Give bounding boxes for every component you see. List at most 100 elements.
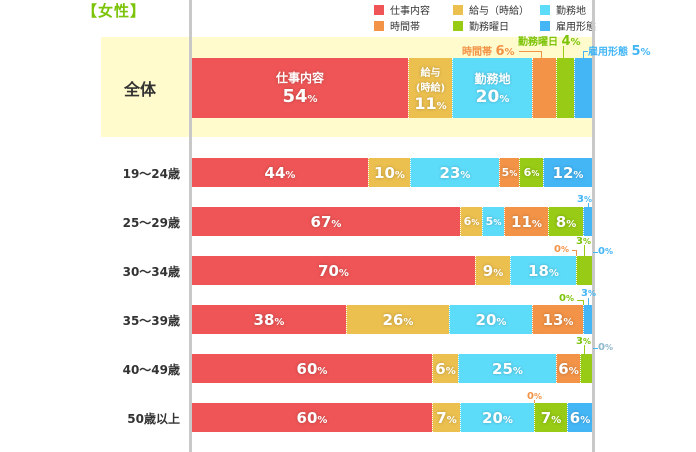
segment-employment: 6%: [567, 403, 592, 432]
legend-swatch: [453, 20, 463, 31]
segment-day: [576, 256, 592, 285]
annotation-day: 3%: [576, 236, 591, 247]
segment-pay: 6%: [460, 207, 482, 236]
annotation-employment: 0%: [598, 246, 613, 257]
leader-line: [593, 252, 598, 253]
leader-line: [577, 300, 583, 301]
percent-sign: %: [307, 94, 318, 105]
segment-value: 20: [475, 86, 500, 107]
annotation-employment: 雇用形態 5%: [588, 44, 651, 59]
annotation-day: 3%: [576, 336, 591, 347]
legend-label: 勤務曜日: [469, 22, 509, 33]
segment-pay: 給与 (時給) 11%: [408, 58, 452, 118]
segment-caption: 勤務地: [474, 71, 511, 86]
legend-item-pay: 給与（時給）: [453, 2, 529, 17]
leader-line: [583, 300, 584, 305]
segment-day: [556, 58, 574, 118]
row-label: 50歳以上: [127, 412, 180, 426]
legend-swatch: [540, 4, 550, 15]
row-label: 25～29歳: [122, 216, 180, 230]
segment-employment: [574, 58, 592, 118]
segment-value: 54: [282, 86, 308, 107]
segment-place: 5%: [482, 207, 504, 236]
segment-place: 25%: [458, 354, 556, 383]
legend-label: 給与（時給）: [469, 6, 529, 17]
segment-place: 20%: [449, 305, 532, 334]
row-label-overall: 全体: [123, 80, 156, 99]
segment-day: [580, 354, 592, 383]
row-label: 40～49歳: [122, 363, 180, 377]
segment-time: 6%: [556, 354, 580, 383]
segment-caption: 仕事内容: [275, 71, 324, 85]
annotation-time: 0%: [554, 244, 569, 255]
segment-time: 13%: [532, 305, 583, 334]
axis-left: [189, 0, 192, 452]
bar-row: 67% 6% 5% 11% 8%: [192, 207, 592, 236]
segment-employment: [583, 305, 592, 334]
segment-job: 70%: [192, 256, 475, 285]
legend-item-employment: 雇用形態: [540, 18, 596, 33]
bar-overall: 仕事内容 54% 給与 (時給) 11% 勤務地 20%: [192, 58, 592, 118]
segment-place: 20%: [460, 403, 534, 432]
annotation-day: 0%: [559, 293, 574, 304]
leader-line: [583, 51, 584, 58]
annotation-time: 0%: [527, 391, 542, 402]
segment-day: 8%: [548, 207, 583, 236]
segment-place: 18%: [510, 256, 576, 285]
segment-employment: 12%: [543, 158, 592, 187]
bar-row: 60% 6% 25% 6%: [192, 354, 592, 383]
axis-right: [592, 0, 595, 452]
segment-caption: (時給): [415, 82, 446, 94]
segment-job: 仕事内容 54%: [192, 58, 408, 118]
annotation-day: 勤務曜日 4%: [518, 34, 581, 49]
row-label: 35～39歳: [122, 314, 180, 328]
segment-place: 23%: [410, 158, 499, 187]
segment-caption: 給与: [420, 67, 441, 79]
leader-line: [541, 51, 542, 58]
segment-job: 67%: [192, 207, 460, 236]
segment-pay: 26%: [346, 305, 449, 334]
chart-title: 【女性】: [82, 2, 147, 20]
leader-line: [563, 46, 564, 58]
row-label: 30～34歳: [122, 265, 180, 279]
leader-line: [584, 245, 585, 256]
leader-line: [583, 51, 588, 52]
percent-sign: %: [499, 93, 510, 105]
segment-time: 5%: [499, 158, 519, 187]
legend-label: 雇用形態: [556, 22, 596, 33]
row-label: 19～24歳: [122, 167, 180, 181]
segment-pay: 7%: [432, 403, 460, 432]
legend-item-day: 勤務曜日: [453, 18, 509, 33]
annotation-employment: 0%: [598, 342, 613, 353]
annotation-time: 時間帯 6%: [462, 44, 515, 59]
leader-line: [593, 348, 598, 349]
legend-label: 勤務地: [556, 6, 586, 17]
legend-label: 時間帯: [390, 22, 420, 33]
segment-time: [532, 58, 556, 118]
legend-label: 仕事内容: [390, 6, 430, 17]
leader-line: [534, 400, 535, 403]
annotation-employment: 3%: [577, 194, 592, 205]
leader-line: [588, 203, 589, 207]
segment-value: 11: [414, 93, 437, 113]
leader-line: [572, 250, 576, 251]
legend-swatch: [453, 4, 463, 15]
bar-row: 60% 7% 20% 7% 6%: [192, 403, 592, 432]
bar-row: 38% 26% 20% 13%: [192, 305, 592, 334]
segment-pay: 9%: [475, 256, 510, 285]
percent-sign: %: [436, 100, 447, 112]
annotation-employment: 3%: [581, 288, 596, 299]
leader-line: [588, 298, 589, 305]
segment-employment: [583, 207, 592, 236]
legend-swatch: [540, 20, 550, 31]
segment-job: 38%: [192, 305, 346, 334]
leader-line: [584, 345, 585, 354]
segment-place: 勤務地 20%: [452, 58, 532, 118]
legend-item-time: 時間帯: [374, 18, 420, 33]
segment-job: 44%: [192, 158, 368, 187]
segment-day: 7%: [534, 403, 567, 432]
bar-row: 44% 10% 23% 5% 6% 12%: [192, 158, 592, 187]
legend-item-place: 勤務地: [540, 2, 586, 17]
legend-item-job: 仕事内容: [374, 2, 430, 17]
segment-pay: 6%: [432, 354, 458, 383]
